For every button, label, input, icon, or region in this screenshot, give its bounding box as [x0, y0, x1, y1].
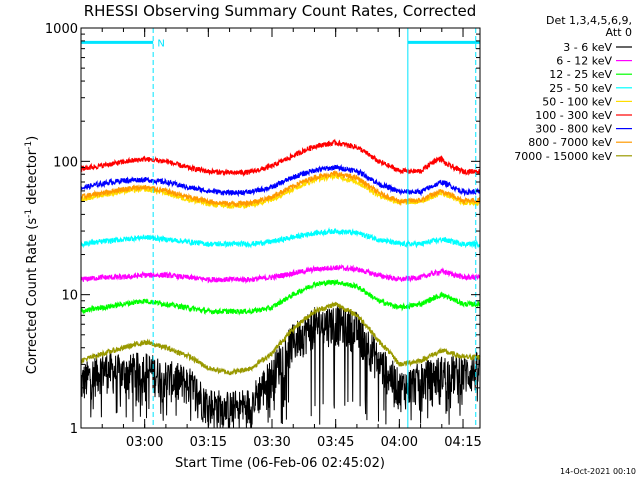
x-tick-label-5: 04:15 — [444, 435, 481, 450]
legend-label-2: 12 - 25 keV — [549, 68, 612, 81]
x-tick-label-1: 03:15 — [190, 435, 227, 450]
legend-label-1: 6 - 12 keV — [556, 55, 612, 68]
x-tick-label-3: 03:45 — [317, 435, 354, 450]
y-tick-labels: 1 10 100 1000 — [45, 22, 78, 437]
legend-label-8: 7000 - 15000 keV — [514, 150, 612, 163]
y-axis-label: Corrected Count Rate (s-1 detector-1) — [24, 136, 40, 374]
x-tick-labels: 03:00 03:15 03:30 03:45 04:00 04:15 — [126, 435, 482, 450]
series-line-6 — [80, 164, 481, 198]
legend-label-0: 3 - 6 keV — [563, 41, 612, 54]
legend-label-7: 800 - 7000 keV — [528, 136, 612, 149]
x-tick-label-2: 03:30 — [253, 435, 290, 450]
y-tick-label-1: 10 — [61, 289, 78, 304]
y-tick-label-0: 1 — [70, 422, 78, 437]
x-tick-label-0: 03:00 — [126, 435, 163, 450]
generation-timestamp: 14-Oct-2021 00:10 — [560, 467, 636, 476]
legend-header-line-1: Det 1,3,4,5,6,9, — [546, 14, 632, 27]
series-line-3 — [80, 226, 481, 249]
series-line-0 — [80, 305, 481, 428]
legend-label-5: 100 - 300 keV — [535, 109, 612, 122]
plot-frame — [80, 27, 481, 429]
series-line-7 — [80, 170, 481, 208]
series-layer — [80, 138, 481, 428]
axes-layer — [80, 27, 481, 429]
legend-label-3: 25 - 50 keV — [549, 82, 612, 95]
flags-layer: N — [81, 28, 480, 428]
chart-title: RHESSI Observing Summary Count Rates, Co… — [84, 2, 477, 20]
night-flag-marker: N — [157, 38, 164, 49]
y-tick-label-2: 100 — [53, 155, 78, 170]
x-tick-label-4: 04:00 — [381, 435, 418, 450]
series-line-5 — [80, 138, 481, 178]
y-tick-label-3: 1000 — [45, 22, 78, 37]
x-axis-label: Start Time (06-Feb-06 02:45:02) — [175, 456, 385, 471]
legend-label-6: 300 - 800 keV — [535, 123, 612, 136]
legend-label-4: 50 - 100 keV — [542, 95, 612, 108]
series-line-2 — [80, 279, 481, 316]
legend-header-line-2: Att 0 — [606, 26, 632, 39]
series-line-8 — [80, 301, 481, 376]
series-line-1 — [80, 263, 481, 285]
